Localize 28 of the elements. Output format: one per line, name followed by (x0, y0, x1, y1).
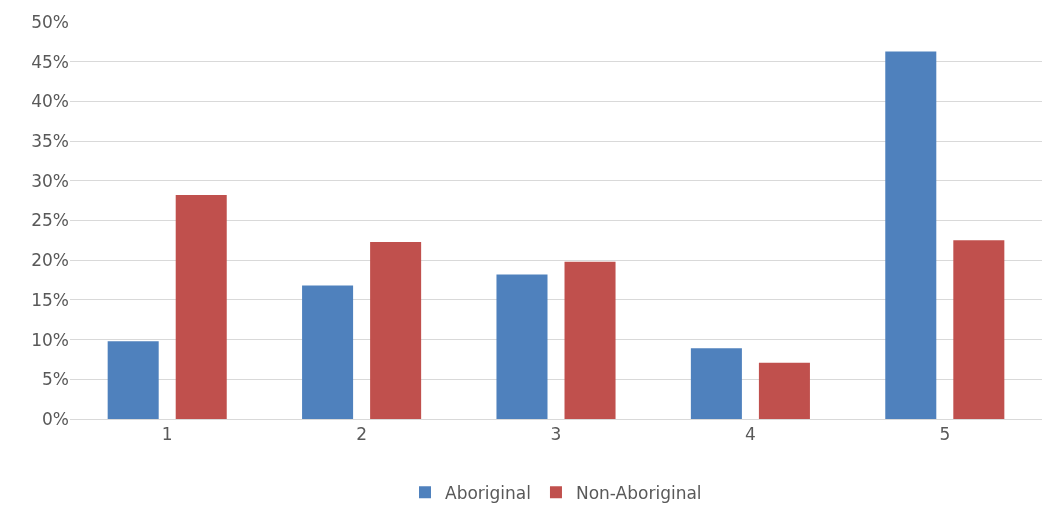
legend-label: Non-Aboriginal (575, 482, 702, 503)
bar (690, 348, 742, 419)
x-tick-label: 2 (356, 424, 368, 445)
y-tick-label: 10% (31, 329, 69, 350)
y-tick-label: 20% (31, 250, 69, 271)
y-tick-label: 50% (31, 11, 69, 32)
bar (302, 285, 354, 419)
y-tick-label: 40% (31, 91, 69, 112)
x-tick-label: 4 (744, 424, 756, 445)
y-tick-label: 45% (31, 51, 69, 72)
y-tick-label: 0% (42, 408, 69, 429)
bar (758, 362, 810, 419)
bar (107, 341, 159, 419)
x-tick-label: 3 (550, 424, 562, 445)
bar (953, 240, 1005, 419)
bar (885, 51, 937, 419)
x-tick-label: 1 (161, 424, 173, 445)
legend-label: Aboriginal (445, 482, 531, 503)
y-tick-label: 5% (42, 369, 69, 390)
y-tick-label: 35% (31, 131, 69, 152)
bar (175, 195, 227, 419)
bar (496, 274, 548, 419)
x-tick-label: 5 (939, 424, 951, 445)
y-tick-label: 30% (31, 170, 69, 191)
y-tick-label: 25% (31, 210, 69, 231)
y-tick-label: 15% (31, 289, 69, 310)
bar (564, 261, 616, 419)
bar (370, 241, 422, 419)
